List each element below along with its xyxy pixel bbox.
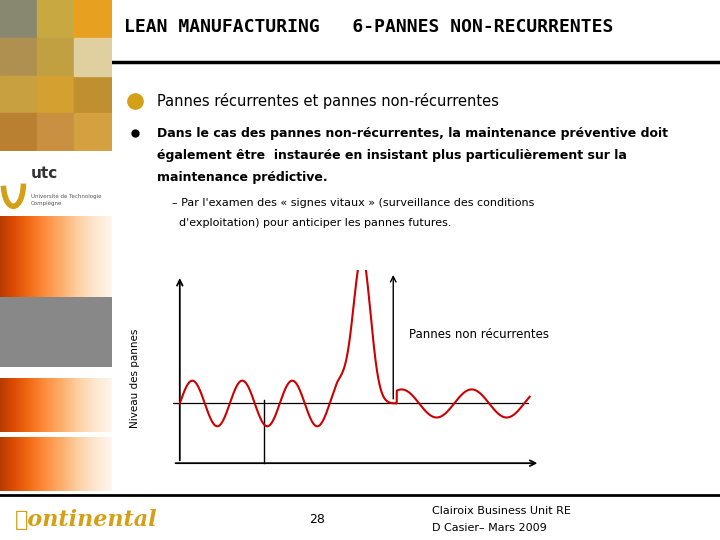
Text: LEAN MANUFACTURING   6-PANNES NON-RECURRENTES: LEAN MANUFACTURING 6-PANNES NON-RECURREN… [124,18,613,36]
Bar [37,76,74,113]
Bar [0,76,37,113]
Text: également être  instaurée en insistant plus particulièrement sur la: également être instaurée en insistant pl… [157,148,627,162]
Text: Niveau des pannes: Niveau des pannes [130,328,140,428]
Text: Clairoix Business Unit RE: Clairoix Business Unit RE [432,506,571,516]
Text: Pannes récurrentes et pannes non-récurrentes: Pannes récurrentes et pannes non-récurre… [157,93,499,109]
Text: 28: 28 [309,513,325,526]
Text: Pannes non récurrentes: Pannes non récurrentes [409,328,549,341]
Text: Dans le cas des pannes non-récurrentes, la maintenance préventive doit: Dans le cas des pannes non-récurrentes, … [157,126,668,139]
Bar [0,0,37,38]
Text: D Casier– Mars 2009: D Casier– Mars 2009 [432,523,546,533]
Text: d'exploitation) pour anticiper les pannes futures.: d'exploitation) pour anticiper les panne… [173,218,452,228]
Text: Université de Technologie
Compiègne: Université de Technologie Compiègne [31,194,102,206]
Bar [0,113,37,151]
Bar [74,0,112,38]
Bar [74,38,112,76]
Text: utc: utc [31,166,58,181]
Bar [74,76,112,113]
Bar [37,38,74,76]
Bar [74,113,112,151]
Bar [37,0,74,38]
Text: Durée: Durée [499,514,535,527]
Text: – Par l'examen des « signes vitaux » (surveillance des conditions: – Par l'examen des « signes vitaux » (su… [173,198,535,208]
Bar [37,113,74,151]
Bar [0,38,37,76]
Text: Ⓒontinental: Ⓒontinental [14,509,157,531]
Text: Pannes: Pannes [179,514,220,524]
Text: récurrentes: récurrentes [223,514,287,524]
Bar [74,38,112,76]
Text: maintenance prédictive.: maintenance prédictive. [157,171,328,184]
Bar [74,0,112,38]
